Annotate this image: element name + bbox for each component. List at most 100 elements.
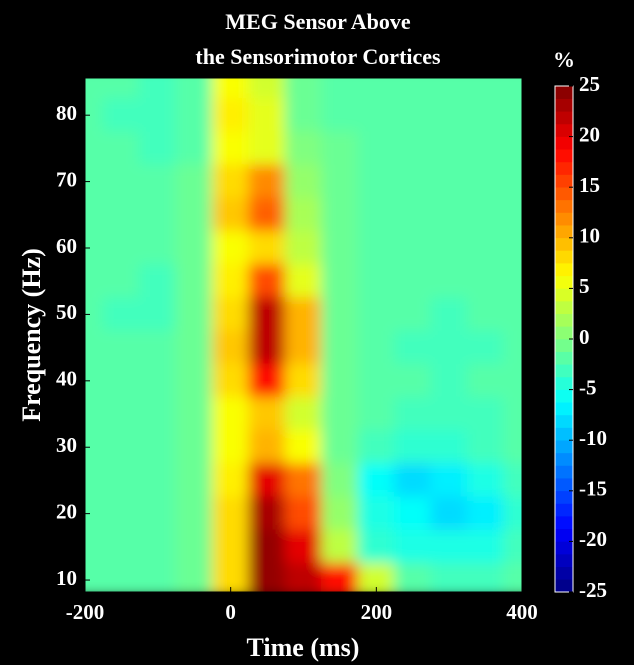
x-tick-label: -200 xyxy=(66,600,105,624)
heatmap-cell xyxy=(175,463,213,498)
heatmap-cell xyxy=(85,78,104,100)
heatmap-cell xyxy=(102,264,141,299)
colorbar-segment xyxy=(555,389,573,403)
heatmap-cell xyxy=(430,529,468,564)
colorbar-segment xyxy=(555,199,573,213)
heatmap-cell xyxy=(248,230,286,266)
colorbar-segment xyxy=(555,212,573,226)
heatmap-cell xyxy=(394,496,432,531)
colorbar-segment xyxy=(555,338,573,352)
y-tick-label: 20 xyxy=(56,499,77,523)
heatmap-cell xyxy=(139,230,177,266)
colorbar-segment xyxy=(555,300,573,314)
colorbar-tick-label: 15 xyxy=(579,173,600,197)
heatmap-cell xyxy=(211,529,250,564)
colorbar-tick-label: -20 xyxy=(579,527,607,551)
heatmap-cell xyxy=(102,131,141,166)
heatmap-cell xyxy=(466,330,505,365)
heatmap-cell xyxy=(139,330,177,365)
heatmap-cell xyxy=(284,230,323,266)
heatmap-cell xyxy=(503,496,522,531)
y-tick-label: 50 xyxy=(56,300,77,324)
heatmap-cell xyxy=(430,264,468,299)
heatmap-cell xyxy=(466,562,505,592)
heatmap-cell xyxy=(394,430,432,465)
heatmap-cell xyxy=(466,529,505,564)
heatmap-cell xyxy=(85,562,104,592)
heatmap-cell xyxy=(503,562,522,592)
colorbar-segment xyxy=(555,313,573,327)
heatmap-cell xyxy=(430,330,468,365)
heatmap-cell xyxy=(503,297,522,332)
colorbar-segment xyxy=(555,186,573,201)
heatmap-cell xyxy=(248,330,286,365)
heatmap-cell xyxy=(284,131,323,166)
heatmap-cell xyxy=(175,330,213,365)
heatmap-cell xyxy=(321,78,359,100)
heatmap-cell xyxy=(357,529,396,564)
heatmap-cell xyxy=(321,463,359,498)
heatmap-cell xyxy=(175,297,213,332)
colorbar-segment xyxy=(555,174,573,188)
colorbar-segment xyxy=(555,288,573,302)
heatmap-cell xyxy=(503,98,522,133)
colorbar-segment xyxy=(555,490,573,504)
heatmap-cell xyxy=(102,297,141,332)
colorbar-tick-label: 5 xyxy=(579,274,590,298)
heatmap-cell xyxy=(85,430,104,465)
heatmap-cell xyxy=(85,496,104,531)
heatmap-cell xyxy=(102,330,141,365)
heatmap-cell xyxy=(321,197,359,232)
heatmap-cell xyxy=(466,197,505,232)
heatmap-cell xyxy=(85,131,104,166)
heatmap-cell xyxy=(466,264,505,299)
heatmap-cell xyxy=(503,197,522,232)
heatmap-cell xyxy=(211,463,250,498)
plot-frame xyxy=(84,77,523,593)
heatmap-cell xyxy=(321,264,359,299)
colorbar-segment xyxy=(555,123,573,137)
colorbar-segment xyxy=(555,439,573,454)
heatmap-cell xyxy=(175,496,213,531)
colorbar-segment xyxy=(555,136,573,150)
heatmap-cell xyxy=(284,529,323,564)
plot-area xyxy=(85,78,522,592)
heatmap-cell xyxy=(503,529,522,564)
heatmap-cell xyxy=(321,330,359,365)
colorbar-tick-label: -5 xyxy=(579,375,597,399)
colorbar-segment xyxy=(555,528,573,542)
heatmap-cells xyxy=(85,78,522,592)
colorbar-tick-label: 25 xyxy=(579,72,600,96)
heatmap-cell xyxy=(430,297,468,332)
heatmap-cell xyxy=(466,363,505,398)
colorbar-segment xyxy=(555,566,573,580)
heatmap-cell xyxy=(102,197,141,232)
heatmap-cell xyxy=(248,264,286,299)
x-tick-label: 400 xyxy=(506,600,538,624)
heatmap-cell xyxy=(139,529,177,564)
heatmap-cell xyxy=(139,562,177,592)
heatmap-cell xyxy=(430,463,468,498)
heatmap-cell xyxy=(503,396,522,432)
heatmap-cell xyxy=(248,164,286,199)
heatmap-cell xyxy=(175,430,213,465)
heatmap-cell xyxy=(430,562,468,592)
heatmap-cell xyxy=(85,230,104,266)
heatmap-cell xyxy=(430,430,468,465)
heatmap-cell xyxy=(85,396,104,432)
heatmap-cell xyxy=(175,98,213,133)
heatmap-cell xyxy=(466,297,505,332)
colorbar-segment xyxy=(555,515,573,530)
heatmap-cell xyxy=(394,297,432,332)
heatmap-cell xyxy=(102,430,141,465)
heatmap-cell xyxy=(175,396,213,432)
y-axis-label: Frequency (Hz) xyxy=(17,248,46,422)
colorbar-segment xyxy=(555,414,573,428)
heatmap-cell xyxy=(503,463,522,498)
heatmap-cell xyxy=(139,496,177,531)
colorbar-segment xyxy=(555,427,573,441)
heatmap-cell xyxy=(139,396,177,432)
heatmap-cell xyxy=(248,98,286,133)
heatmap-cell xyxy=(211,264,250,299)
heatmap-cell xyxy=(85,363,104,398)
